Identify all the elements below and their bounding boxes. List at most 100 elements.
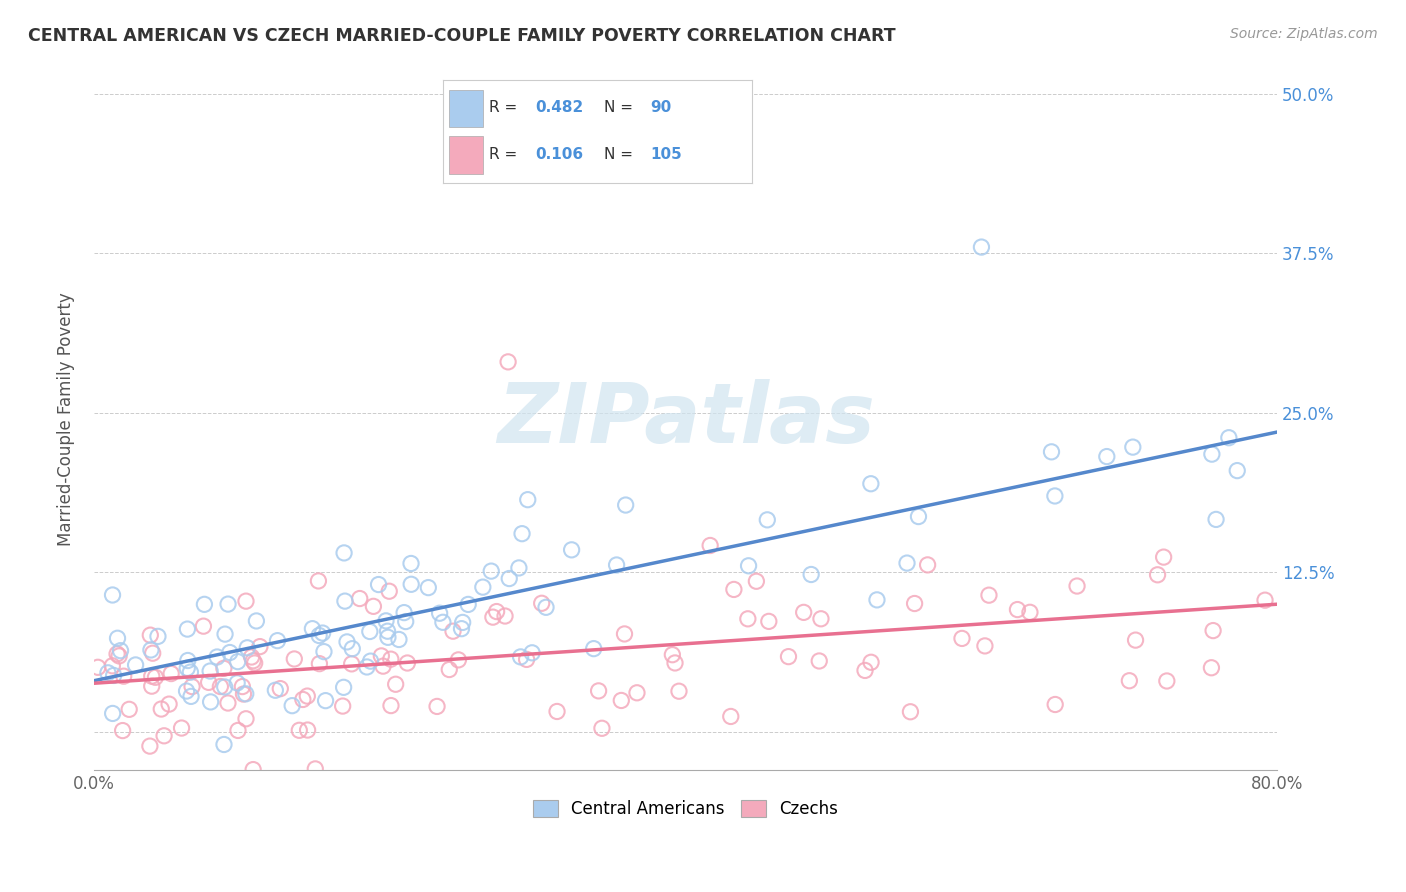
Point — [429, 606, 451, 620]
Point — [530, 596, 553, 610]
Point — [217, 696, 239, 710]
Point — [176, 661, 198, 675]
Point — [278, 776, 301, 790]
Point — [1007, 602, 1029, 616]
Y-axis label: Married-Couple Family Poverty: Married-Couple Family Poverty — [58, 293, 75, 546]
Point — [297, 723, 319, 737]
Point — [1122, 440, 1144, 454]
Point — [240, 650, 263, 665]
Point — [860, 655, 883, 669]
Point — [756, 513, 779, 527]
Point — [516, 652, 538, 666]
Point — [145, 670, 167, 684]
Point — [1118, 673, 1140, 688]
Point — [283, 652, 305, 666]
FancyBboxPatch shape — [449, 136, 484, 174]
Point — [745, 574, 768, 589]
Point — [179, 665, 201, 680]
Point — [212, 661, 235, 675]
Point — [269, 681, 291, 696]
Point — [451, 615, 474, 630]
Point — [853, 664, 876, 678]
Point — [974, 639, 997, 653]
Point — [384, 677, 406, 691]
Point — [226, 723, 249, 738]
Point — [498, 572, 520, 586]
Point — [494, 609, 516, 624]
Text: R =: R = — [489, 101, 523, 115]
Point — [970, 240, 993, 254]
Point — [645, 163, 668, 178]
Point — [124, 657, 146, 672]
Point — [375, 614, 398, 628]
Point — [1205, 512, 1227, 526]
Point — [304, 762, 326, 776]
Point — [157, 697, 180, 711]
Point — [610, 693, 633, 707]
Point — [170, 721, 193, 735]
Point — [866, 592, 889, 607]
Point — [212, 738, 235, 752]
Point — [226, 676, 249, 690]
Text: Source: ZipAtlas.com: Source: ZipAtlas.com — [1230, 27, 1378, 41]
Point — [101, 706, 124, 721]
Point — [859, 476, 882, 491]
Point — [917, 558, 939, 572]
Point — [399, 557, 422, 571]
Point — [396, 656, 419, 670]
Point — [588, 684, 610, 698]
Point — [699, 539, 721, 553]
Point — [108, 776, 131, 790]
Point — [301, 622, 323, 636]
Point — [308, 628, 330, 642]
Point — [370, 648, 392, 663]
Point — [139, 739, 162, 753]
Point — [450, 622, 472, 636]
Text: CENTRAL AMERICAN VS CZECH MARRIED-COUPLE FAMILY POVERTY CORRELATION CHART: CENTRAL AMERICAN VS CZECH MARRIED-COUPLE… — [28, 27, 896, 45]
Point — [197, 675, 219, 690]
Point — [808, 654, 831, 668]
Point — [793, 606, 815, 620]
Point — [1201, 447, 1223, 461]
Point — [508, 561, 530, 575]
Point — [308, 657, 330, 671]
Point — [266, 633, 288, 648]
Point — [141, 669, 163, 683]
Point — [903, 597, 925, 611]
FancyBboxPatch shape — [449, 89, 484, 128]
Point — [378, 584, 401, 599]
Point — [198, 664, 221, 678]
Point — [243, 656, 266, 670]
Point — [111, 723, 134, 738]
Point — [977, 588, 1000, 602]
Point — [950, 632, 973, 646]
Point — [107, 632, 129, 646]
Point — [177, 653, 200, 667]
Point — [264, 683, 287, 698]
Point — [720, 709, 742, 723]
Point — [139, 628, 162, 642]
Text: N =: N = — [603, 146, 637, 161]
Point — [561, 542, 583, 557]
Text: 90: 90 — [650, 101, 672, 115]
Point — [613, 627, 636, 641]
Point — [418, 581, 440, 595]
Point — [810, 612, 832, 626]
Point — [180, 690, 202, 704]
Point — [1019, 605, 1042, 619]
Point — [349, 591, 371, 606]
Point — [108, 648, 131, 663]
Point — [342, 641, 364, 656]
Point — [340, 657, 363, 671]
Point — [209, 680, 232, 694]
Point — [520, 646, 543, 660]
Point — [105, 647, 128, 661]
Point — [101, 658, 124, 673]
Point — [315, 693, 337, 707]
Point — [1043, 489, 1066, 503]
Point — [232, 687, 254, 701]
Point — [226, 655, 249, 669]
Point — [907, 509, 929, 524]
Point — [200, 695, 222, 709]
Point — [242, 654, 264, 668]
